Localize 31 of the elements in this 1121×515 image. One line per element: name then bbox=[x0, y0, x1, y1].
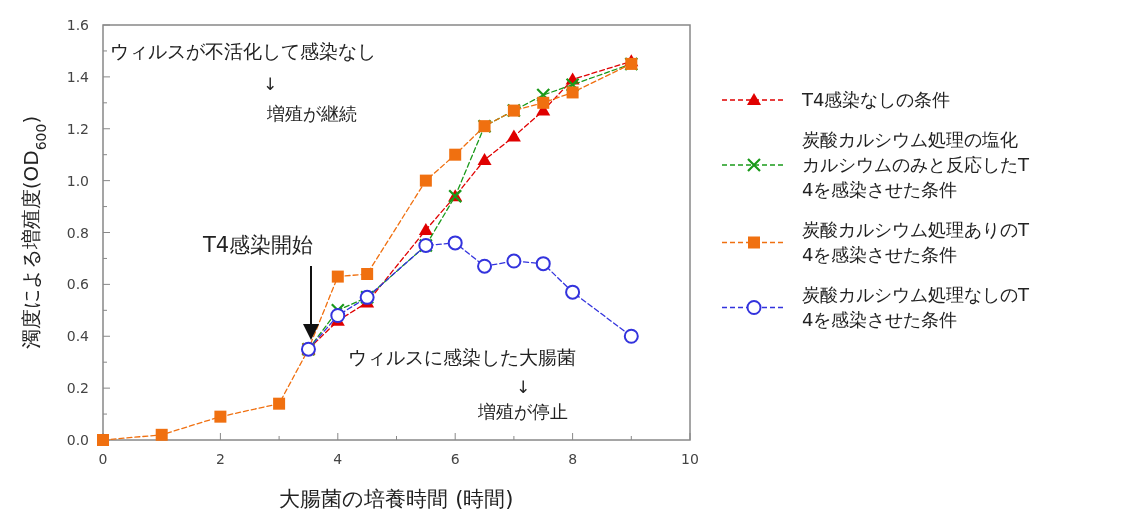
legend-label: 炭酸カルシウム処理の塩化カルシウムのみと反応したT4を感染させた条件 bbox=[802, 129, 1030, 200]
legend-entry: T4感染なしの条件 bbox=[721, 89, 951, 110]
legend-label: 炭酸カルシウム処理なしのT4を感染させた条件 bbox=[802, 284, 1030, 330]
legend-entry: 炭酸カルシウム処理ありのT4を感染させた条件 bbox=[721, 219, 1029, 265]
annotation: 増殖が停止 bbox=[477, 401, 568, 422]
x-axis-title: 大腸菌の培養時間 (時間) bbox=[279, 487, 514, 511]
y-tick-label: 1.0 bbox=[66, 172, 89, 189]
annotation: ↓ bbox=[515, 377, 531, 397]
legend-entry: 炭酸カルシウム処理の塩化カルシウムのみと反応したT4を感染させた条件 bbox=[721, 129, 1029, 200]
annotation: 増殖が継続 bbox=[266, 103, 357, 124]
x-tick-label: 6 bbox=[450, 451, 460, 467]
x-tick-label: 2 bbox=[215, 451, 225, 467]
x-tick-label: 4 bbox=[333, 451, 343, 467]
y-tick-label: 0.0 bbox=[66, 432, 89, 448]
legend-label: 炭酸カルシウム処理ありのT4を感染させた条件 bbox=[802, 219, 1030, 265]
legend-entry: 炭酸カルシウム処理なしのT4を感染させた条件 bbox=[721, 284, 1029, 330]
annotation: ウィルスに感染した大腸菌 bbox=[348, 346, 576, 368]
legend-label: T4感染なしの条件 bbox=[801, 89, 951, 110]
y-tick-label: 0.2 bbox=[66, 380, 89, 397]
y-tick-label: 0.6 bbox=[66, 276, 90, 293]
x-tick-label: 10 bbox=[681, 451, 699, 467]
y-tick-label: 1.2 bbox=[66, 120, 89, 137]
y-tick-label: 1.6 bbox=[66, 17, 90, 33]
x-tick-label: 0 bbox=[98, 451, 108, 467]
annotation: ↓ bbox=[262, 74, 278, 94]
x-tick-label: 8 bbox=[568, 451, 578, 467]
y-tick-label: 0.4 bbox=[66, 328, 90, 345]
y-tick-label: 0.8 bbox=[66, 224, 89, 241]
annotation: T4感染開始 bbox=[201, 233, 314, 257]
annotation: ウィルスが不活化して感染なし bbox=[110, 40, 376, 62]
y-tick-label: 1.4 bbox=[66, 68, 90, 85]
